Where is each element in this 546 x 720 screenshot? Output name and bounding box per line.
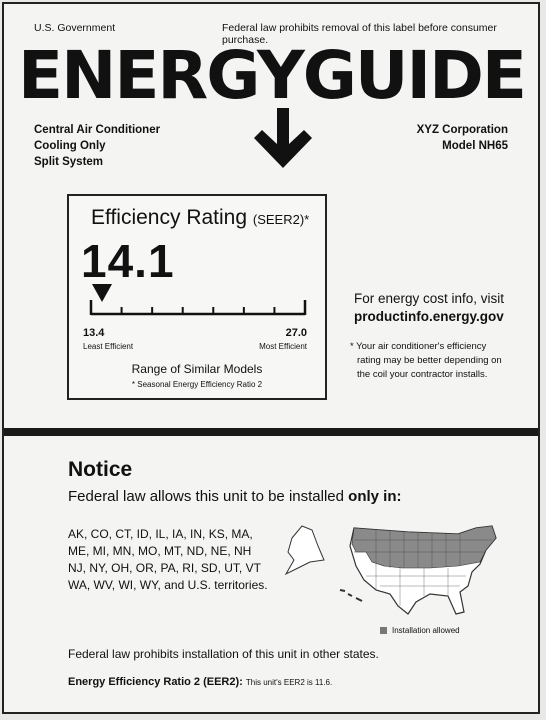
product-system: Split System bbox=[34, 156, 104, 168]
note-line: rating may be better depending on bbox=[357, 355, 502, 366]
states-line: WA, WV, WI, WY, and U.S. territories. bbox=[68, 578, 268, 592]
section-divider bbox=[4, 428, 538, 436]
eer2-value-text: This unit's EER2 is 11.6. bbox=[245, 678, 333, 687]
installation-allowed-text: Federal law allows this unit to be insta… bbox=[68, 488, 401, 505]
federal-removal-notice: Federal law prohibits removal of this la… bbox=[222, 22, 497, 46]
us-map-icon bbox=[284, 525, 497, 615]
legend-label: Installation allowed bbox=[392, 626, 460, 635]
efficiency-rating-title: Efficiency Rating (SEER2)* bbox=[91, 206, 309, 230]
down-arrow-icon bbox=[254, 108, 312, 168]
installation-line-bold: only in: bbox=[348, 488, 402, 505]
seer2-footnote: * Seasonal Energy Efficiency Ratio 2 bbox=[131, 380, 263, 389]
energyguide-label: U.S. Government Federal law prohibits re… bbox=[2, 2, 540, 714]
eer2-statement: Energy Efficiency Ratio 2 (EER2): This u… bbox=[68, 676, 332, 688]
note-line: the coil your contractor installs. bbox=[357, 369, 488, 380]
allowed-states-list: AK, CO, CT, ID, IL, IA, IN, KS, MA, ME, … bbox=[68, 526, 268, 594]
efficiency-note: * Your air conditioner's efficiency rati… bbox=[350, 340, 520, 382]
states-line: ME, MI, MN, MO, MT, ND, NE, NH bbox=[68, 544, 252, 558]
notice-title: Notice bbox=[68, 458, 133, 481]
scale-min-label: 13.4 bbox=[83, 327, 105, 339]
least-efficient-label: Least Efficient bbox=[83, 342, 134, 351]
product-type: Central Air Conditioner bbox=[34, 124, 161, 136]
note-line: * Your air conditioner's efficiency bbox=[350, 341, 487, 352]
installation-prohibited-text: Federal law prohibits installation of th… bbox=[68, 647, 379, 661]
efficiency-rating-box: Efficiency Rating (SEER2)* 14.1 13.4 Lea… bbox=[67, 194, 327, 400]
energy-cost-url: productinfo.energy.gov bbox=[354, 309, 504, 324]
manufacturer-info: XYZ Corporation Model NH65 bbox=[417, 122, 508, 154]
product-mode: Cooling Only bbox=[34, 140, 106, 152]
energyguide-title: ENERGYGUIDE bbox=[18, 37, 527, 114]
range-of-similar-models: Range of Similar Models bbox=[131, 362, 263, 376]
efficiency-rating-heading: Efficiency Rating bbox=[91, 206, 248, 229]
legend-swatch bbox=[380, 627, 387, 634]
scale-max-label: 27.0 bbox=[285, 327, 307, 339]
product-info: Central Air Conditioner Cooling Only Spl… bbox=[34, 122, 160, 170]
installation-line-prefix: Federal law allows this unit to be insta… bbox=[68, 488, 349, 505]
model-number: Model NH65 bbox=[442, 140, 508, 152]
map-legend: Installation allowed bbox=[380, 626, 460, 635]
efficiency-rating-value: 14.1 bbox=[81, 235, 175, 287]
states-line: AK, CO, CT, ID, IL, IA, IN, KS, MA, bbox=[68, 527, 253, 541]
states-line: NJ, NY, OH, OR, PA, RI, SD, UT, VT bbox=[68, 561, 261, 575]
eer2-label: Energy Efficiency Ratio 2 (EER2): bbox=[68, 676, 243, 688]
energy-cost-info: For energy cost info, visit bbox=[354, 291, 505, 306]
rating-pointer bbox=[92, 284, 113, 302]
seer2-suffix: (SEER2)* bbox=[252, 212, 310, 227]
government-text: U.S. Government bbox=[34, 22, 116, 34]
efficiency-scale bbox=[89, 284, 307, 316]
manufacturer-name: XYZ Corporation bbox=[416, 124, 508, 136]
most-efficient-label: Most Efficient bbox=[259, 342, 307, 351]
